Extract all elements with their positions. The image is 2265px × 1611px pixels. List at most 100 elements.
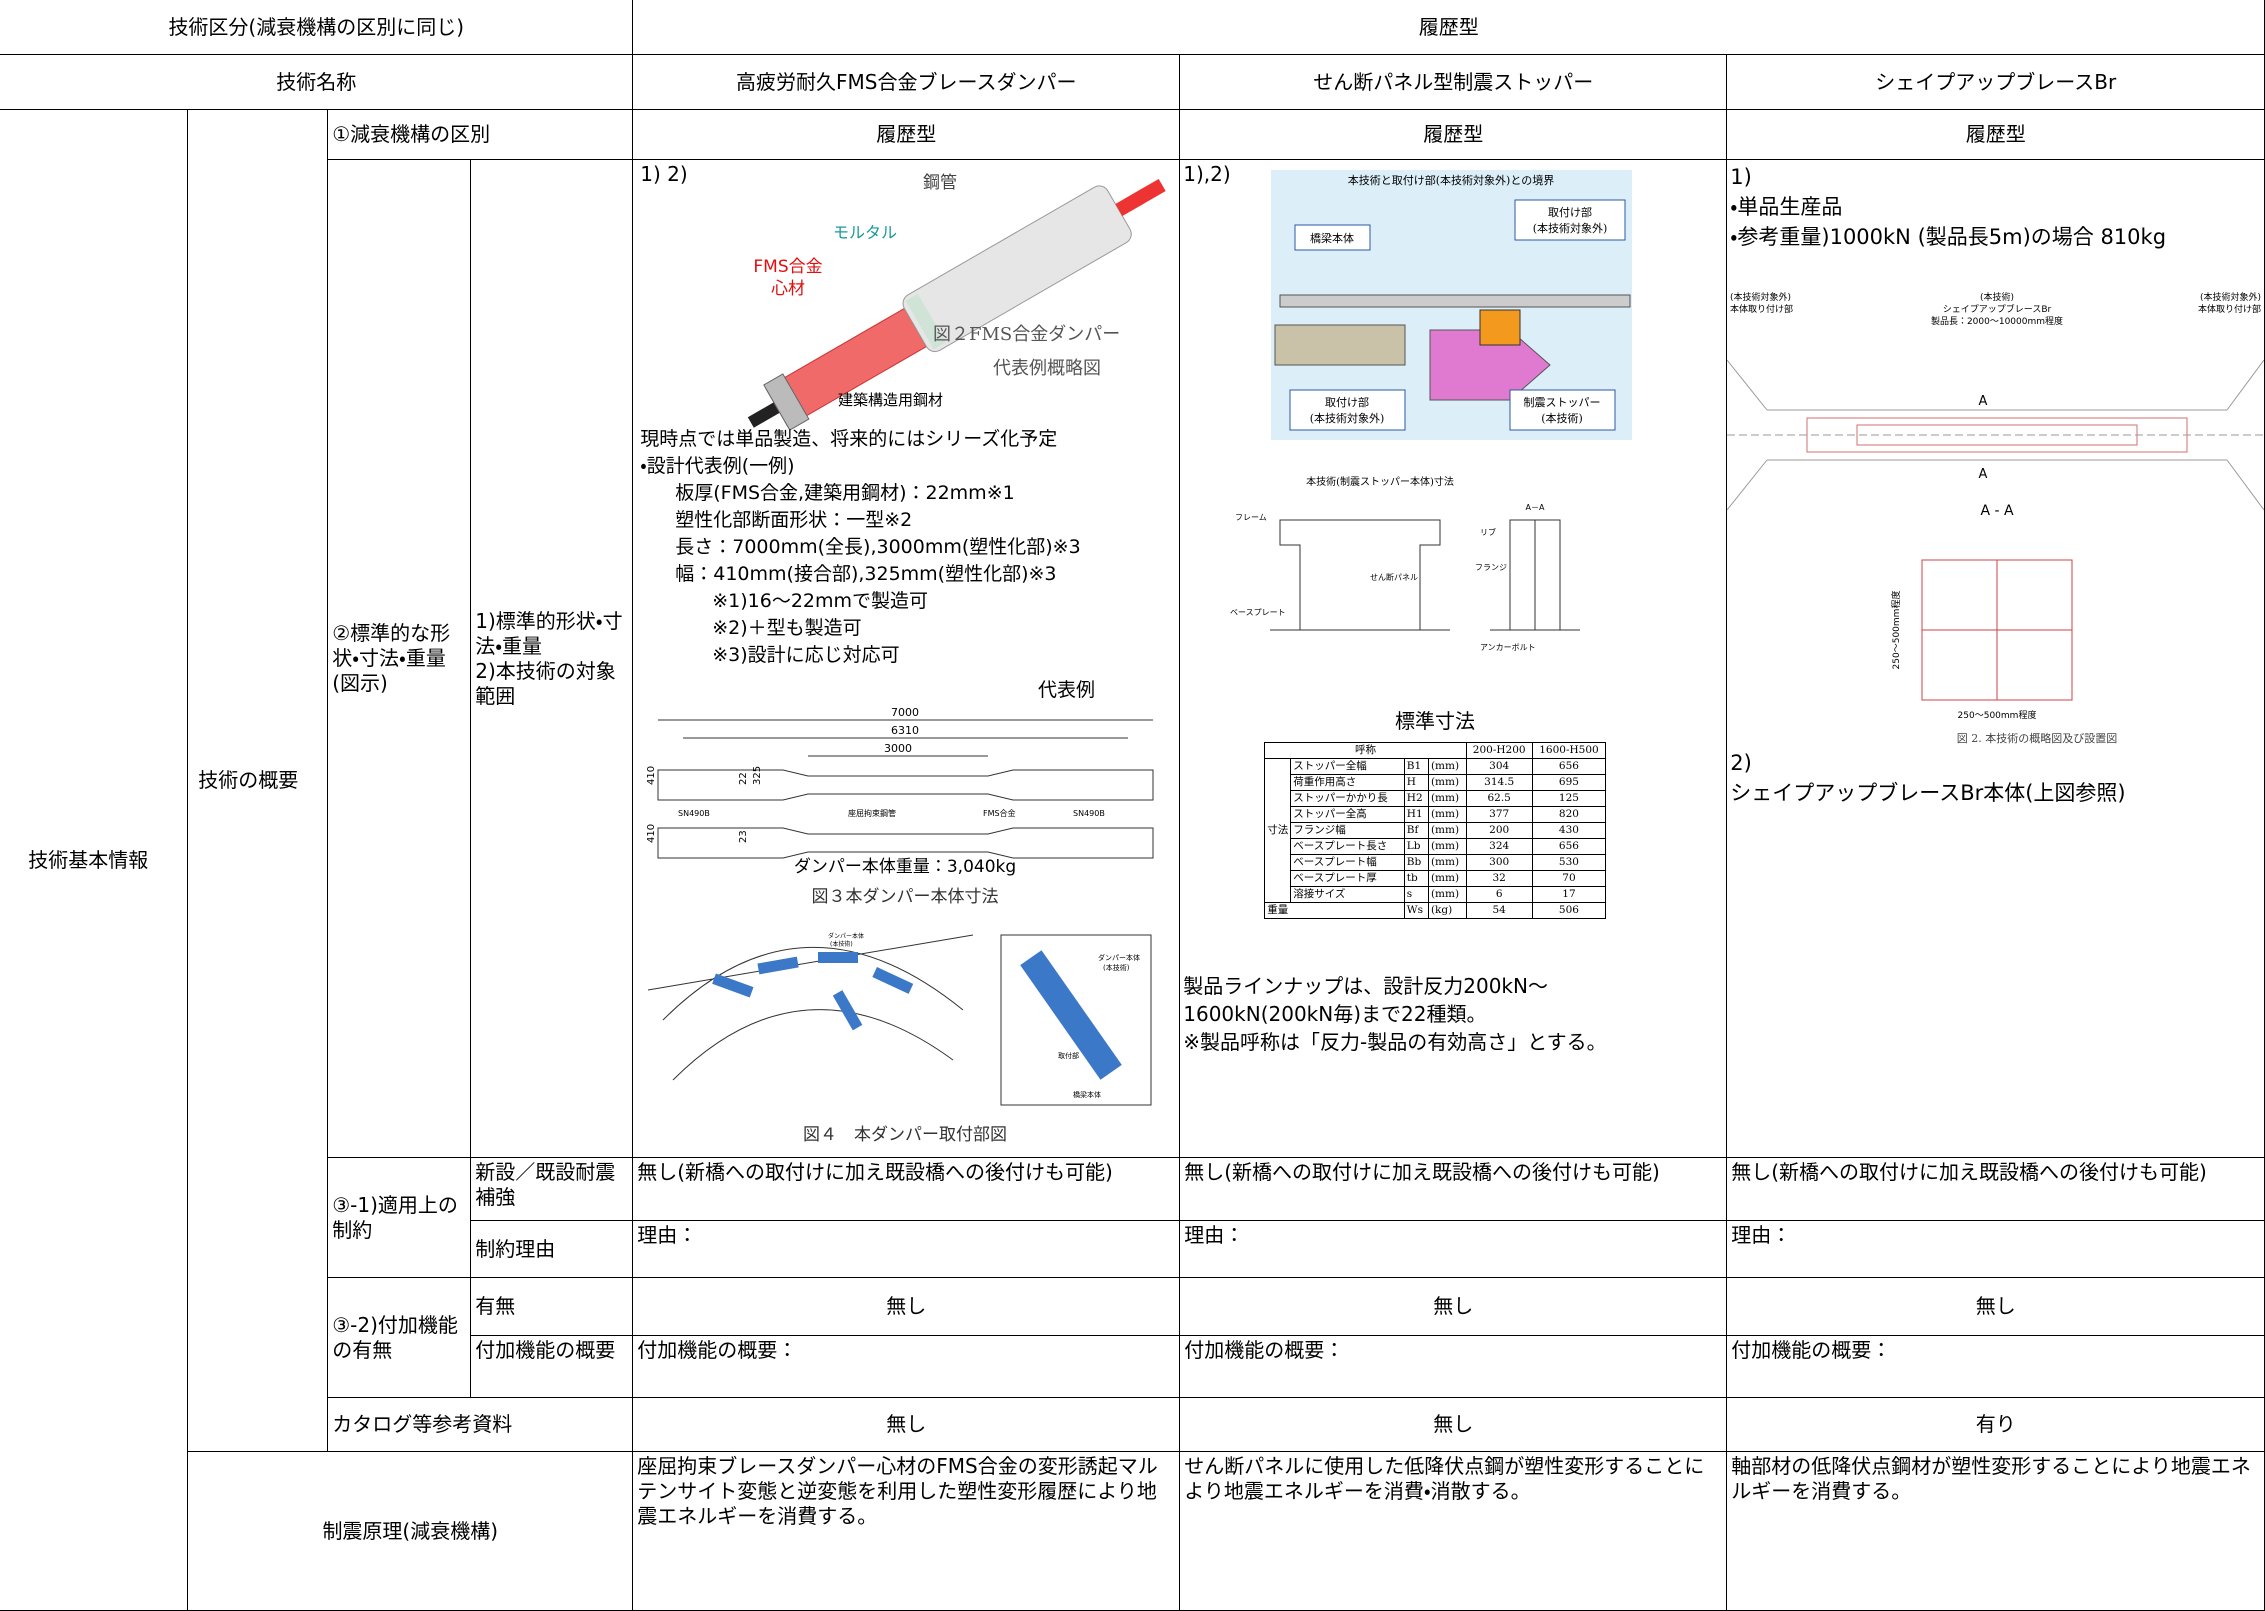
- body-text: 2) シェイプアップブレースBr本体(上図参照): [1730, 748, 2125, 808]
- ref: 1),2): [1183, 162, 1231, 187]
- label: 代表例: [1038, 679, 1095, 701]
- item: ・参考重量)1000kN (製品長5m)の場合 810kg: [1730, 225, 2167, 250]
- addon-has-label: 有無: [470, 1277, 634, 1337]
- catalog: 無し: [1179, 1397, 1728, 1453]
- table-cell: (mm): [1427, 774, 1467, 792]
- body: シェイプアップブレースBr本体(上図参照): [1730, 781, 2126, 806]
- table-cell: H2: [1403, 790, 1429, 808]
- footnote: ※1)16～22mmで製造可: [712, 590, 929, 613]
- footnote: ※3)設計に応じ対応可: [712, 644, 900, 667]
- title: 本技術と取付け部(本技術対象外)との境界: [1348, 173, 1554, 187]
- addon-summary: 付加機能の概要：: [1726, 1335, 2265, 1399]
- label: フランジ: [1475, 563, 1507, 572]
- cross-plate: [1922, 560, 2073, 701]
- bridge-line: [648, 934, 974, 1081]
- label: FMS合金: [754, 257, 823, 277]
- note: ・設計代表例(一例): [640, 455, 795, 478]
- caption: 図４ 本ダンパー取付部図: [803, 1125, 1007, 1145]
- label: (本技術対象外): [1310, 411, 1385, 425]
- label: 本体取り付け部: [2198, 303, 2261, 315]
- catalog: 有り: [1726, 1397, 2265, 1453]
- label: FMS合金: [983, 808, 1016, 818]
- standard-table: 呼称 200-H200 1600-H500 寸法 ストッパー全幅 B1 (mm) 304 656…: [1264, 742, 1607, 920]
- label: (本技術対象外): [2200, 291, 2261, 303]
- section-outline: [1509, 519, 1561, 631]
- dimension-table: 呼称 200-H200 1600-H500 寸法 ストッパー全幅 B1 (mm) 304 656…: [1264, 742, 1607, 920]
- table-value: 32: [1465, 870, 1533, 888]
- caption: 代表例概略図: [993, 358, 1101, 379]
- table-row: ストッパー全高 H1 (mm) 377 820: [1265, 806, 1607, 824]
- table-value: 62.5: [1465, 790, 1533, 808]
- member: [657, 769, 1154, 801]
- label: A－A: [1526, 503, 1545, 512]
- table-row: 重量 Ws (kg) 54 506: [1264, 902, 1607, 920]
- table-cell: H1: [1403, 806, 1429, 824]
- spec: 塑性化部断面形状：一型※2: [675, 509, 913, 532]
- table-cell: B1: [1403, 758, 1429, 776]
- table-cell: (mm): [1427, 886, 1467, 904]
- lineup-line: 製品ラインナップは、設計反力200kN～: [1183, 974, 1548, 999]
- note: 現時点では単品製造、将来的にはシリーズ化予定: [640, 428, 1058, 451]
- figure-b: 本技術と取付け部(本技術対象外)との境界 橋梁本体 取付け部 (本技術対象外) …: [1230, 170, 1633, 733]
- items: 1) ・単品生産品 ・参考重量)1000kN (製品長5m)の場合 810kg: [1730, 162, 2166, 252]
- table-row: 寸法 ストッパー全幅 B1 (mm) 304 656: [1264, 758, 1607, 904]
- label: 取付部: [1058, 1051, 1079, 1060]
- table-cell: 溶接サイズ: [1290, 886, 1405, 904]
- label: SN490B: [1073, 809, 1105, 818]
- table-header: 1600-H500: [1531, 742, 1607, 760]
- table-cell: (mm): [1427, 838, 1467, 856]
- label: 座屈拘束鋼管: [848, 808, 896, 818]
- addon-summary: 付加機能の概要：: [1179, 1335, 1728, 1399]
- label: 橋梁本体: [1073, 1090, 1101, 1099]
- table-value: 17: [1531, 886, 1607, 904]
- table-value: 430: [1531, 822, 1607, 840]
- figure-c-cell: 1) ・単品生産品 ・参考重量)1000kN (製品長5m)の場合 810kg …: [1726, 159, 2265, 1159]
- addon-has: 無し: [1726, 1277, 2265, 1337]
- figure-a-cell: 1) 2) 鋼管 モルタル FMS合金 心材 建築構造用鋼材 図２FMS合金ダン…: [632, 159, 1181, 1159]
- label: 製品長：2000～10000mm程度: [1931, 315, 2063, 327]
- table-cell: (kg): [1427, 902, 1467, 920]
- standard-sub-item: 2)本技術の対象範囲: [475, 658, 616, 708]
- dim: 22: [738, 773, 749, 786]
- table-row: ストッパーかかり長 H2 (mm) 62.5 125: [1265, 790, 1607, 808]
- caption: 図３本ダンパー本体寸法: [812, 887, 999, 907]
- ref: 2): [1730, 751, 1752, 776]
- table-cell: (mm): [1427, 790, 1467, 808]
- label: A: [1979, 467, 1988, 482]
- caption: 図 2. 本技術の概略図及び設置図: [1957, 731, 2118, 745]
- table-value: 377: [1465, 806, 1533, 824]
- table-row: ベースプレート長さ Lb (mm) 324 656: [1265, 838, 1607, 856]
- label: せん断パネル: [1370, 572, 1418, 582]
- table-cell: tb: [1403, 870, 1429, 888]
- table-cell: ストッパーかかり長: [1290, 790, 1405, 808]
- addon-summary: 付加機能の概要：: [632, 1335, 1181, 1399]
- table-row: 溶接サイズ s (mm) 6 17: [1265, 886, 1607, 904]
- principle: 軸部材の低降伏点鋼材が塑性変形することにより地震エネルギーを消費する。: [1726, 1451, 2265, 1611]
- principle-label: 制震原理(減衰機構): [187, 1451, 634, 1611]
- label: 制震ストッパー: [1524, 396, 1601, 409]
- standard-sub: 1)標準的形状・寸法・重量 2)本技術の対象範囲: [470, 159, 634, 1159]
- table-value: 656: [1531, 758, 1607, 776]
- dim: 250～500mm程度: [1890, 591, 1902, 670]
- damping-class: 履歴型: [1179, 109, 1728, 161]
- end-plate: [748, 402, 781, 428]
- table-value: 695: [1531, 774, 1607, 792]
- dim: 7000: [891, 706, 919, 719]
- spec: 幅：410mm(接合部),325mm(塑性化部)※3: [675, 563, 1057, 586]
- addon-summary-label: 付加機能の概要: [470, 1335, 634, 1399]
- damper: [712, 973, 754, 998]
- damper-drawing: [748, 179, 1166, 431]
- table-row: 呼称 200-H200 1600-H500: [1264, 742, 1607, 760]
- constraint-reason: 理由：: [1179, 1220, 1728, 1279]
- damping-class: 履歴型: [1726, 109, 2265, 161]
- table-cell: Bf: [1403, 822, 1429, 840]
- label: フレーム: [1235, 513, 1267, 522]
- principle: 座屈拘束ブレースダンパー心材のFMS合金の変形誘起マルテンサイト変態と逆変態を利…: [632, 1451, 1181, 1611]
- label: (本技術): [1103, 963, 1130, 972]
- tech-name: 高疲労耐久FMS合金ブレースダンパー: [632, 54, 1181, 111]
- footnote: ※2)＋型も製造可: [712, 617, 862, 640]
- label: ベースプレート: [1230, 608, 1286, 617]
- table-cell: (mm): [1427, 758, 1467, 776]
- table-value: 70: [1531, 870, 1607, 888]
